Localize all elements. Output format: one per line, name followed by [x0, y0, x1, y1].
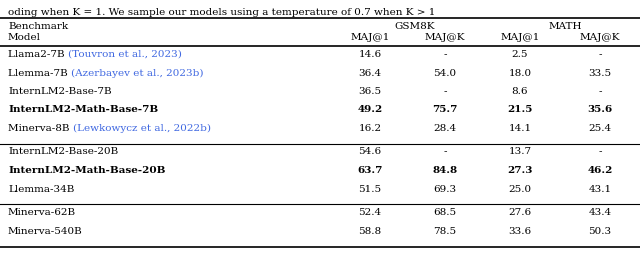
Text: 25.0: 25.0	[508, 184, 532, 194]
Text: 13.7: 13.7	[508, 147, 532, 156]
Text: 51.5: 51.5	[358, 184, 381, 194]
Text: Model: Model	[8, 33, 41, 42]
Text: 58.8: 58.8	[358, 226, 381, 235]
Text: MAJ@K: MAJ@K	[580, 33, 620, 42]
Text: MAJ@K: MAJ@K	[425, 33, 465, 42]
Text: Llama2-7B: Llama2-7B	[8, 50, 68, 59]
Text: 27.3: 27.3	[508, 166, 532, 175]
Text: 54.0: 54.0	[433, 69, 456, 77]
Text: 14.6: 14.6	[358, 50, 381, 59]
Text: -: -	[598, 147, 602, 156]
Text: InternLM2-Math-Base-7B: InternLM2-Math-Base-7B	[8, 105, 158, 115]
Text: Minerva-62B: Minerva-62B	[8, 208, 76, 217]
Text: 52.4: 52.4	[358, 208, 381, 217]
Text: 69.3: 69.3	[433, 184, 456, 194]
Text: InternLM2-Base-20B: InternLM2-Base-20B	[8, 147, 118, 156]
Text: 68.5: 68.5	[433, 208, 456, 217]
Text: 25.4: 25.4	[588, 124, 612, 133]
Text: 43.1: 43.1	[588, 184, 612, 194]
Text: Minerva-8B: Minerva-8B	[8, 124, 73, 133]
Text: 75.7: 75.7	[432, 105, 458, 115]
Text: 16.2: 16.2	[358, 124, 381, 133]
Text: 33.6: 33.6	[508, 226, 532, 235]
Text: 43.4: 43.4	[588, 208, 612, 217]
Text: 2.5: 2.5	[512, 50, 528, 59]
Text: -: -	[444, 87, 447, 96]
Text: 36.4: 36.4	[358, 69, 381, 77]
Text: MATH: MATH	[548, 22, 582, 31]
Text: oding when K = 1. We sample our models using a temperature of 0.7 when K > 1: oding when K = 1. We sample our models u…	[8, 8, 435, 17]
Text: MAJ@1: MAJ@1	[350, 33, 390, 42]
Text: 28.4: 28.4	[433, 124, 456, 133]
Text: GSM8K: GSM8K	[395, 22, 435, 31]
Text: 49.2: 49.2	[357, 105, 383, 115]
Text: 84.8: 84.8	[433, 166, 458, 175]
Text: 46.2: 46.2	[588, 166, 612, 175]
Text: 21.5: 21.5	[508, 105, 532, 115]
Text: 35.6: 35.6	[588, 105, 612, 115]
Text: 14.1: 14.1	[508, 124, 532, 133]
Text: Llemma-7B: Llemma-7B	[8, 69, 71, 77]
Text: 36.5: 36.5	[358, 87, 381, 96]
Text: (Lewkowycz et al., 2022b): (Lewkowycz et al., 2022b)	[73, 124, 211, 133]
Text: 54.6: 54.6	[358, 147, 381, 156]
Text: -: -	[598, 50, 602, 59]
Text: Llemma-34B: Llemma-34B	[8, 184, 74, 194]
Text: 50.3: 50.3	[588, 226, 612, 235]
Text: (Touvron et al., 2023): (Touvron et al., 2023)	[68, 50, 182, 59]
Text: InternLM2-Base-7B: InternLM2-Base-7B	[8, 87, 111, 96]
Text: (Azerbayev et al., 2023b): (Azerbayev et al., 2023b)	[71, 69, 204, 78]
Text: -: -	[444, 50, 447, 59]
Text: Benchmark: Benchmark	[8, 22, 68, 31]
Text: MAJ@1: MAJ@1	[500, 33, 540, 42]
Text: 8.6: 8.6	[512, 87, 528, 96]
Text: 63.7: 63.7	[357, 166, 383, 175]
Text: -: -	[444, 147, 447, 156]
Text: 27.6: 27.6	[508, 208, 532, 217]
Text: 18.0: 18.0	[508, 69, 532, 77]
Text: InternLM2-Math-Base-20B: InternLM2-Math-Base-20B	[8, 166, 166, 175]
Text: Minerva-540B: Minerva-540B	[8, 226, 83, 235]
Text: 78.5: 78.5	[433, 226, 456, 235]
Text: -: -	[598, 87, 602, 96]
Text: 33.5: 33.5	[588, 69, 612, 77]
